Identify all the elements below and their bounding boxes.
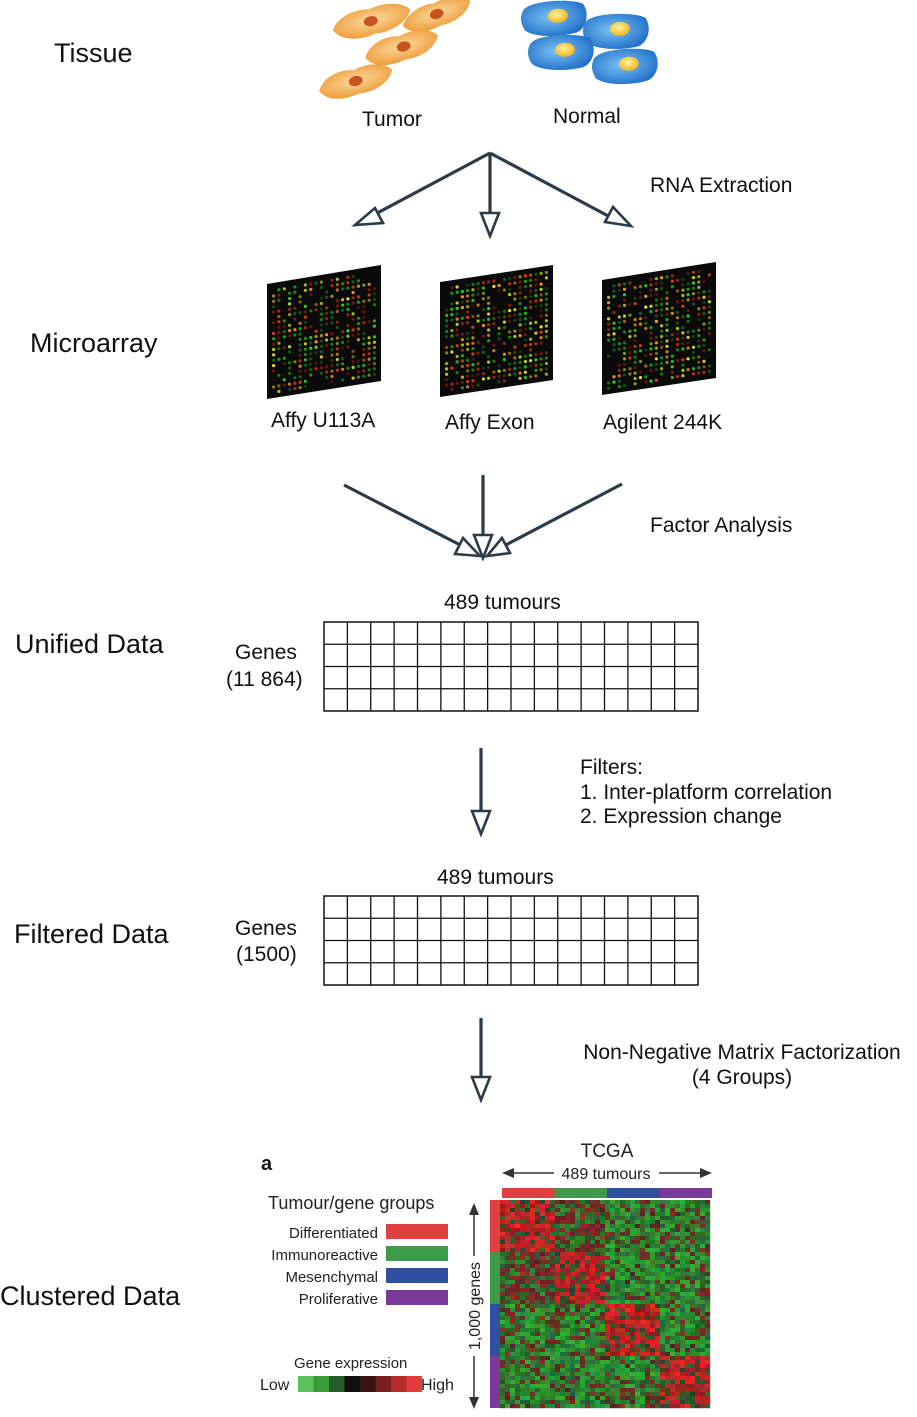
expression-scale-step — [298, 1376, 314, 1392]
tumor-cells-illustration — [319, 0, 471, 99]
microarray-chip-affy-exon — [440, 265, 553, 397]
unified-genes-count: (11 864) — [226, 668, 303, 691]
factor-analysis-arrows — [343, 475, 623, 562]
tumours-axis-arrow — [502, 1168, 712, 1178]
legend-title: Tumour/gene groups — [268, 1193, 434, 1213]
expression-scale-step — [360, 1376, 376, 1392]
expression-high-label: High — [421, 1377, 454, 1394]
top-group-bar — [659, 1188, 712, 1198]
left-group-bar — [490, 1200, 500, 1252]
gene-expression-title: Gene expression — [294, 1355, 407, 1372]
stage-filtered: Filtered Data — [14, 919, 170, 949]
step-nmf: Non-Negative Matrix Factorization — [583, 1041, 900, 1064]
expression-heatmap — [500, 1200, 711, 1409]
group-legend: Differentiated Immunoreactive Mesenchymal P… — [271, 1224, 448, 1308]
step-nmf-groups: (4 Groups) — [692, 1066, 792, 1089]
label-normal: Normal — [553, 105, 621, 128]
expression-scale-step — [329, 1376, 345, 1392]
step-filter-2: 2. Expression change — [580, 805, 782, 828]
filter-arrow — [470, 748, 492, 838]
expression-scale-step — [375, 1376, 391, 1392]
top-group-bar — [607, 1188, 660, 1198]
top-group-bar — [554, 1188, 607, 1198]
step-filters-title: Filters: — [580, 756, 643, 779]
filtered-genes-count: (1500) — [236, 943, 297, 966]
expression-scale-step — [344, 1376, 360, 1392]
legend-group-swatch — [386, 1290, 448, 1305]
filtered-data-matrix — [323, 895, 699, 986]
stage-unified: Unified Data — [15, 629, 165, 659]
step-filter-1: 1. Inter-platform correlation — [580, 781, 832, 804]
legend-group-label: Immunoreactive — [271, 1247, 378, 1264]
nmf-arrow — [470, 1018, 492, 1104]
heatmap-panel-letter: a — [261, 1153, 273, 1175]
expression-scale-step — [406, 1376, 422, 1392]
normal-cells-illustration — [521, 0, 658, 84]
step-factor-analysis: Factor Analysis — [650, 514, 792, 537]
rna-extraction-arrows — [351, 151, 635, 240]
heatmap-tumours-label: 489 tumours — [562, 1166, 651, 1183]
genes-axis-arrow — [469, 1203, 479, 1409]
filtered-tumours-label: 489 tumours — [437, 866, 554, 889]
platform-label-2: Affy Exon — [445, 411, 535, 434]
legend-group-swatch — [386, 1224, 448, 1239]
legend-group-swatch — [386, 1246, 448, 1261]
step-rna-extraction: RNA Extraction — [650, 174, 792, 197]
legend-group-label: Mesenchymal — [285, 1269, 378, 1286]
unified-data-matrix — [323, 621, 699, 712]
expression-color-scale — [298, 1376, 422, 1392]
microarray-chip-affy-u113a — [267, 265, 381, 399]
heatmap-genes-label: 1,000 genes — [467, 1262, 484, 1350]
legend-group-label: Proliferative — [299, 1291, 378, 1308]
heatmap-title: TCGA — [581, 1141, 634, 1162]
label-tumor: Tumor — [362, 108, 422, 131]
stage-clustered: Clustered Data — [0, 1281, 181, 1311]
filtered-genes-label: Genes — [235, 917, 297, 940]
unified-genes-label: Genes — [235, 641, 297, 664]
platform-label-1: Affy U113A — [271, 409, 375, 432]
left-group-bar — [490, 1304, 500, 1356]
expression-scale-step — [313, 1376, 329, 1392]
top-group-bar — [502, 1188, 555, 1198]
microarray-chip-agilent-244k — [602, 262, 716, 395]
legend-group-swatch — [386, 1268, 448, 1283]
legend-group-label: Differentiated — [289, 1225, 378, 1242]
stage-tissue: Tissue — [54, 38, 133, 68]
left-group-bar — [490, 1252, 500, 1304]
expression-low-label: Low — [260, 1377, 290, 1394]
unified-tumours-label: 489 tumours — [444, 591, 561, 614]
group-color-bars — [490, 1188, 712, 1408]
expression-scale-step — [391, 1376, 407, 1392]
platform-label-3: Agilent 244K — [603, 411, 722, 434]
stage-microarray: Microarray — [30, 328, 158, 358]
left-group-bar — [490, 1356, 500, 1408]
